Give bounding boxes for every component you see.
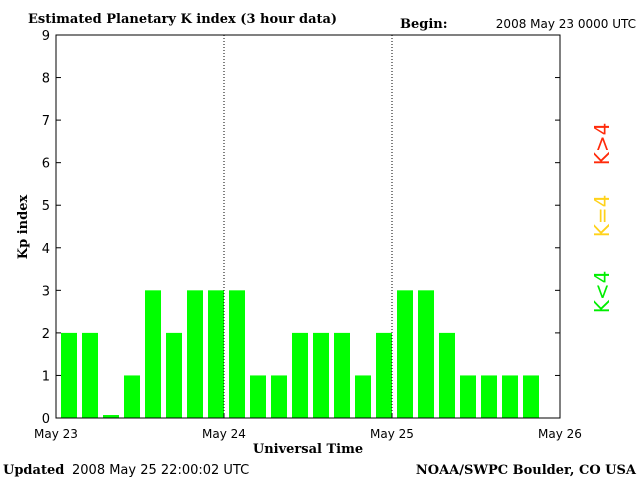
- bars-group: [61, 290, 539, 418]
- kp-bar: [124, 375, 140, 418]
- y-axis-ticks: 0 1 2 3 4 5 6 7 8 9: [42, 29, 560, 427]
- x-tick-label: May 25: [370, 427, 414, 441]
- y-tick-label: 6: [42, 157, 50, 172]
- legend-k-equal-4: K=4: [590, 195, 614, 238]
- kp-bar: [376, 332, 392, 418]
- updated-label: Updated: [3, 463, 64, 478]
- kp-bar: [82, 332, 98, 418]
- y-tick-label: 0: [42, 412, 50, 427]
- kp-bar: [334, 332, 350, 418]
- kp-bar: [187, 290, 203, 418]
- kp-bar: [229, 290, 245, 418]
- begin-label: Begin:: [400, 17, 448, 32]
- updated-value: 2008 May 25 22:00:02 UTC: [72, 463, 249, 478]
- kp-bar: [61, 332, 77, 418]
- kp-bar: [103, 415, 119, 418]
- kp-bar: [418, 290, 434, 418]
- plot-frame: [55, 34, 561, 419]
- source-label: NOAA/SWPC Boulder, CO USA: [416, 463, 637, 478]
- kp-bar: [313, 332, 329, 418]
- kp-bar: [292, 332, 308, 418]
- day-dividers: [223, 35, 393, 418]
- y-tick-label: 4: [42, 242, 50, 257]
- legend: K>4 K=4 K<4: [590, 123, 614, 314]
- kp-bar: [355, 375, 371, 418]
- x-tick-label: May 26: [538, 427, 582, 441]
- legend-k-less-4: K<4: [590, 271, 614, 314]
- y-tick-label: 8: [42, 72, 50, 87]
- kp-bar: [271, 375, 287, 418]
- legend-k-greater-4: K>4: [590, 123, 614, 166]
- x-axis-ticks: May 23 May 24 May 25 May 26: [34, 413, 582, 441]
- kp-bar: [502, 375, 518, 418]
- kp-bar: [439, 332, 455, 418]
- x-axis-label: Universal Time: [253, 442, 363, 457]
- y-axis-label: Kp index: [16, 195, 31, 260]
- x-tick-label: May 23: [34, 427, 78, 441]
- kp-bar: [523, 375, 539, 418]
- y-tick-label: 2: [42, 327, 50, 342]
- kp-bar: [145, 290, 161, 418]
- chart-title: Estimated Planetary K index (3 hour data…: [28, 12, 337, 27]
- y-tick-label: 9: [42, 29, 50, 44]
- y-tick-label: 1: [42, 369, 50, 384]
- begin-value: 2008 May 23 0000 UTC: [496, 17, 636, 31]
- y-tick-label: 5: [42, 199, 50, 214]
- y-tick-label: 7: [42, 114, 50, 129]
- kp-bar: [481, 375, 497, 418]
- y-tick-label: 3: [42, 284, 50, 299]
- x-tick-label: May 24: [202, 427, 246, 441]
- kp-bar: [250, 375, 266, 418]
- kp-bar: [208, 290, 224, 418]
- kp-bar: [460, 375, 476, 418]
- kp-bar: [166, 332, 182, 418]
- kp-bar: [397, 290, 413, 418]
